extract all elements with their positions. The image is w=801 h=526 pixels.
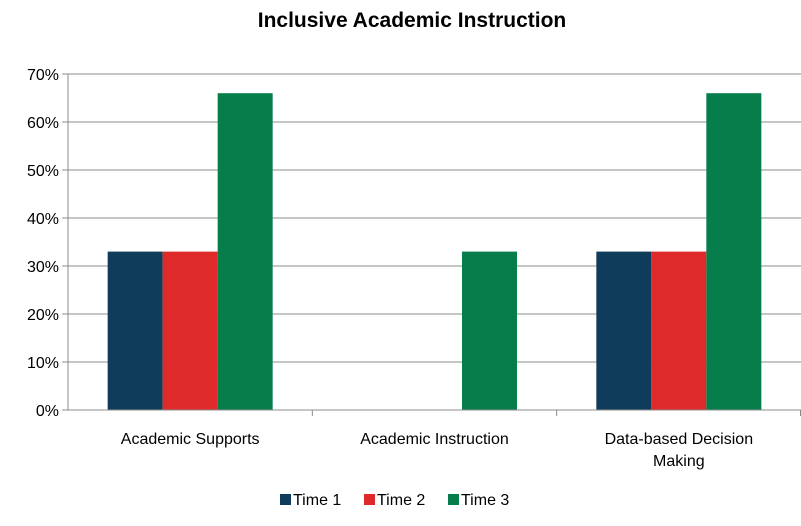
x-category-label: Academic Instruction (360, 431, 509, 448)
legend: Time 1 Time 2 Time 3 (280, 492, 509, 509)
y-tick-label: 30% (27, 259, 59, 276)
bar-time-1 (107, 251, 163, 410)
legend-swatch (364, 494, 375, 505)
y-tick-label: 0% (36, 403, 59, 420)
legend-label: Time 3 (461, 492, 509, 509)
y-tick-label: 40% (27, 211, 59, 228)
y-tick-label: 60% (27, 115, 59, 132)
x-axis-labels: Academic Supports Academic Instruction Dat… (121, 431, 753, 470)
y-tick-label: 20% (27, 307, 59, 324)
legend-label: Time 1 (293, 492, 341, 509)
bar-time-1 (596, 251, 652, 410)
legend-swatch (280, 494, 291, 505)
bar-time-3 (462, 251, 517, 410)
y-tick-label: 10% (27, 355, 59, 372)
y-tick-label: 50% (27, 163, 59, 180)
x-category-label: Making (653, 453, 705, 470)
x-category-label: Data-based Decision (605, 431, 754, 448)
bar-time-3 (217, 93, 273, 410)
legend-label: Time 2 (377, 492, 425, 509)
chart-title: Inclusive Academic Instruction (258, 9, 566, 32)
bar-time-2 (162, 251, 218, 410)
bars (107, 93, 762, 410)
bar-time-3 (706, 93, 762, 410)
y-axis-ticks: 0% 10% 20% 30% 40% 50% 60% 70% (27, 67, 68, 420)
legend-swatch (448, 494, 459, 505)
bar-time-2 (651, 251, 707, 410)
x-category-label: Academic Supports (121, 431, 260, 448)
y-tick-label: 70% (27, 67, 59, 84)
